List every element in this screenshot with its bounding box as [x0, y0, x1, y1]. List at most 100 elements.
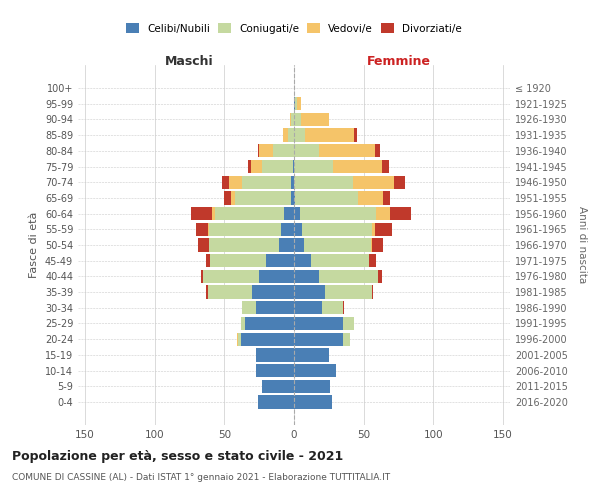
- Bar: [294, 270, 319, 283]
- Bar: [242, 301, 256, 314]
- Bar: [229, 176, 242, 189]
- Bar: [294, 222, 302, 236]
- Bar: [241, 332, 294, 346]
- Bar: [295, 191, 358, 204]
- Bar: [258, 144, 259, 158]
- Bar: [294, 396, 332, 408]
- Bar: [377, 270, 382, 283]
- Bar: [291, 176, 294, 189]
- Bar: [212, 207, 215, 220]
- Bar: [262, 160, 293, 173]
- Bar: [206, 286, 208, 299]
- Bar: [245, 317, 294, 330]
- Bar: [294, 144, 319, 158]
- Bar: [343, 301, 344, 314]
- Bar: [294, 160, 333, 173]
- Bar: [259, 144, 273, 158]
- Bar: [208, 222, 209, 236]
- Legend: Celibi/Nubili, Coniugati/e, Vedovi/e, Divorziati/e: Celibi/Nubili, Coniugati/e, Vedovi/e, Di…: [126, 24, 462, 34]
- Bar: [237, 332, 238, 346]
- Bar: [294, 207, 299, 220]
- Bar: [294, 317, 343, 330]
- Bar: [375, 144, 380, 158]
- Bar: [235, 191, 291, 204]
- Bar: [256, 301, 294, 314]
- Bar: [209, 222, 281, 236]
- Bar: [294, 364, 336, 377]
- Bar: [294, 128, 305, 142]
- Bar: [294, 301, 322, 314]
- Bar: [290, 113, 291, 126]
- Bar: [262, 380, 294, 393]
- Bar: [383, 191, 390, 204]
- Bar: [294, 254, 311, 268]
- Bar: [394, 176, 406, 189]
- Bar: [289, 128, 294, 142]
- Bar: [295, 97, 297, 110]
- Bar: [294, 97, 295, 110]
- Bar: [333, 160, 382, 173]
- Bar: [215, 207, 284, 220]
- Bar: [322, 301, 343, 314]
- Bar: [376, 207, 390, 220]
- Bar: [200, 270, 203, 283]
- Bar: [369, 254, 376, 268]
- Bar: [294, 113, 301, 126]
- Bar: [390, 207, 411, 220]
- Y-axis label: Fasce di età: Fasce di età: [29, 212, 39, 278]
- Bar: [258, 396, 294, 408]
- Bar: [311, 254, 369, 268]
- Bar: [294, 348, 329, 362]
- Text: Popolazione per età, sesso e stato civile - 2021: Popolazione per età, sesso e stato civil…: [12, 450, 343, 463]
- Bar: [294, 238, 304, 252]
- Bar: [291, 113, 294, 126]
- Bar: [209, 238, 278, 252]
- Bar: [273, 144, 294, 158]
- Bar: [319, 144, 375, 158]
- Bar: [206, 254, 211, 268]
- Bar: [242, 176, 291, 189]
- Bar: [353, 176, 394, 189]
- Text: COMUNE DI CASSINE (AL) - Dati ISTAT 1° gennaio 2021 - Elaborazione TUTTITALIA.IT: COMUNE DI CASSINE (AL) - Dati ISTAT 1° g…: [12, 472, 390, 482]
- Bar: [372, 238, 383, 252]
- Bar: [372, 286, 373, 299]
- Bar: [281, 222, 294, 236]
- Bar: [241, 317, 245, 330]
- Y-axis label: Anni di nascita: Anni di nascita: [577, 206, 587, 284]
- Bar: [294, 286, 325, 299]
- Bar: [343, 332, 350, 346]
- Bar: [196, 222, 208, 236]
- Bar: [221, 176, 229, 189]
- Bar: [294, 380, 330, 393]
- Bar: [325, 286, 372, 299]
- Bar: [231, 191, 235, 204]
- Bar: [372, 222, 375, 236]
- Bar: [278, 238, 294, 252]
- Bar: [284, 207, 294, 220]
- Bar: [319, 270, 377, 283]
- Bar: [358, 191, 383, 204]
- Bar: [294, 332, 343, 346]
- Bar: [224, 191, 231, 204]
- Bar: [304, 238, 371, 252]
- Bar: [259, 270, 294, 283]
- Bar: [382, 160, 389, 173]
- Bar: [208, 286, 252, 299]
- Bar: [291, 191, 294, 204]
- Bar: [299, 207, 376, 220]
- Bar: [297, 97, 301, 110]
- Bar: [283, 128, 289, 142]
- Bar: [294, 176, 353, 189]
- Bar: [354, 128, 357, 142]
- Bar: [301, 113, 329, 126]
- Bar: [238, 332, 241, 346]
- Text: Maschi: Maschi: [165, 54, 214, 68]
- Bar: [266, 254, 294, 268]
- Bar: [203, 270, 259, 283]
- Bar: [371, 238, 372, 252]
- Bar: [256, 364, 294, 377]
- Bar: [252, 286, 294, 299]
- Bar: [248, 160, 251, 173]
- Bar: [375, 222, 392, 236]
- Bar: [198, 238, 209, 252]
